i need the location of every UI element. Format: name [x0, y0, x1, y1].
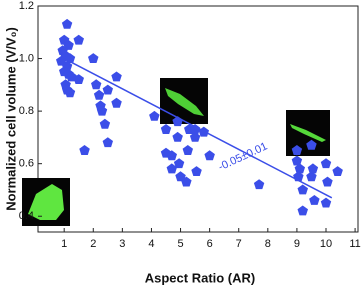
data-point: [320, 197, 332, 208]
data-point: [191, 166, 202, 176]
data-point: [93, 89, 105, 100]
data-point: [102, 84, 113, 95]
data-point: [182, 145, 193, 155]
data-point: [96, 105, 108, 116]
data-point: [172, 116, 183, 127]
data-point: [189, 131, 201, 142]
data-point: [291, 145, 303, 155]
data-point: [181, 176, 192, 187]
data-point: [64, 87, 76, 98]
data-point: [306, 171, 317, 182]
data-point: [63, 39, 74, 50]
inset-image: [160, 78, 208, 124]
data-point: [91, 79, 102, 90]
inset-image: [22, 178, 70, 226]
y-tick-label: 0.8: [19, 105, 34, 117]
x-tick-label: 6: [207, 238, 213, 250]
x-tick-label: 2: [90, 238, 96, 250]
x-axis-title: Aspect Ratio (AR): [145, 270, 256, 285]
data-point: [73, 74, 84, 84]
x-tick-label: 9: [294, 238, 300, 250]
data-point: [198, 126, 209, 137]
x-tick-label: 10: [320, 238, 332, 250]
data-point: [293, 171, 304, 182]
data-point: [297, 184, 308, 195]
data-point: [291, 155, 303, 166]
data-point: [175, 171, 186, 182]
data-point: [306, 139, 317, 150]
data-point: [309, 195, 320, 205]
data-point: [166, 163, 177, 174]
y-tick-label: 1.0: [19, 52, 34, 64]
data-point: [99, 118, 111, 129]
data-point: [64, 53, 76, 63]
y-tick-label: 0.6: [19, 158, 34, 170]
data-point: [172, 131, 183, 142]
data-point: [189, 124, 201, 134]
data-point: [73, 34, 84, 45]
x-tick-label: 7: [236, 238, 242, 250]
data-point: [79, 145, 90, 155]
y-tick-label: 0.4: [19, 210, 34, 222]
data-point: [111, 97, 122, 108]
data-point: [149, 110, 160, 121]
x-tick-label: 11: [349, 238, 360, 250]
x-tick-label: 4: [148, 238, 154, 250]
data-point: [297, 205, 308, 216]
slope-annotation: -0.05±0.01: [217, 140, 270, 173]
data-point: [307, 163, 319, 174]
data-point: [204, 150, 215, 161]
data-point: [320, 158, 332, 169]
y-axis-title: Normalized cell volume (V/V₀): [3, 27, 18, 211]
data-point: [88, 53, 99, 63]
inset-image: [286, 110, 330, 156]
data-point: [294, 163, 305, 174]
x-tick-label: 8: [265, 238, 271, 250]
data-point: [56, 55, 67, 66]
data-point: [322, 176, 333, 187]
data-point: [173, 158, 185, 169]
x-tick-label: 3: [119, 238, 125, 250]
data-point: [332, 166, 343, 176]
data-point: [111, 71, 122, 82]
y-tick-label: 1.2: [19, 0, 34, 12]
data-point: [102, 137, 113, 148]
plot-frame: [37, 5, 359, 233]
data-point: [61, 18, 73, 29]
data-point: [253, 179, 265, 190]
data-point: [166, 150, 177, 161]
data-point: [160, 124, 172, 134]
x-tick-label: 5: [177, 238, 183, 250]
x-tick-label: 1: [61, 238, 67, 250]
